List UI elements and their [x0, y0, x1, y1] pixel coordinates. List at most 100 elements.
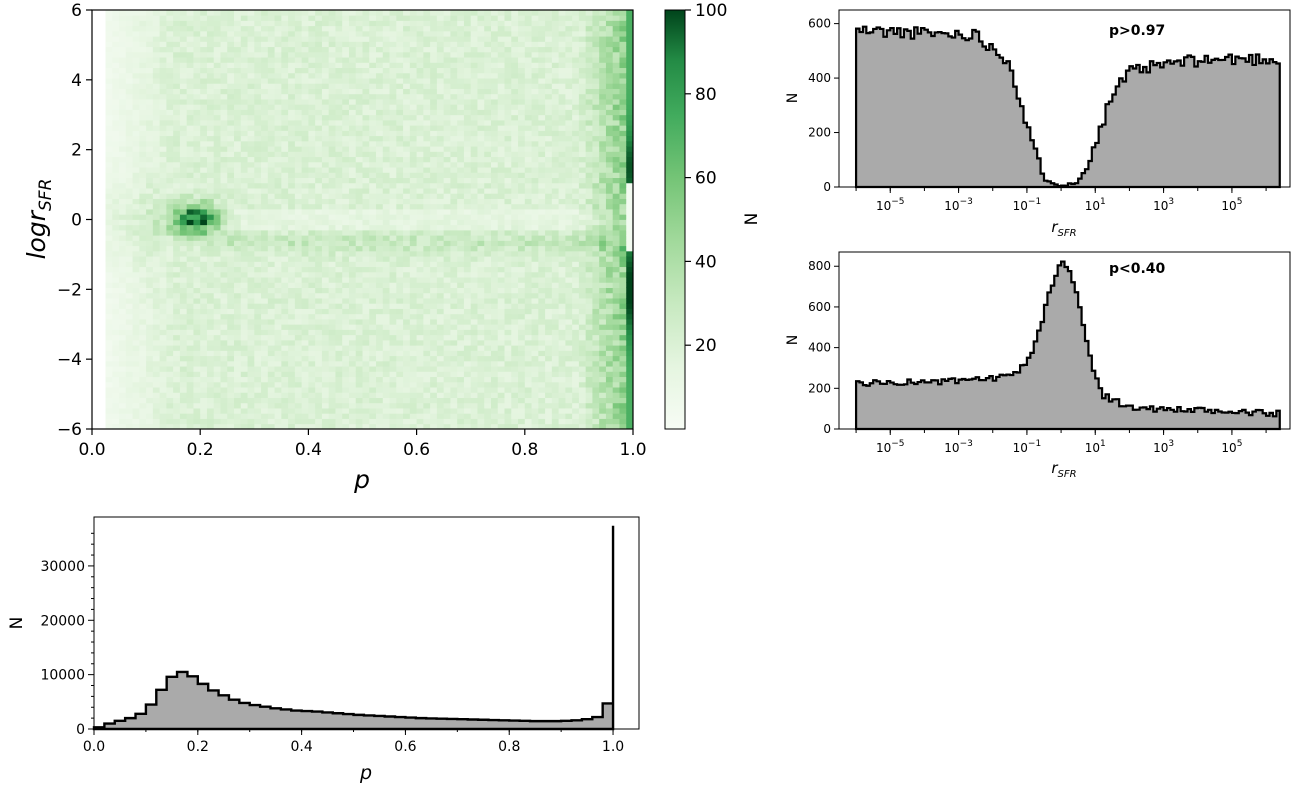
heatmap-cell — [281, 119, 289, 126]
heatmap-cell — [261, 167, 269, 173]
heatmap-cell — [213, 25, 221, 32]
heatmap-cell — [186, 146, 194, 152]
heatmap-cell — [132, 198, 140, 205]
heatmap-cell — [484, 15, 492, 21]
heatmap-cell — [261, 161, 269, 168]
heatmap-cell — [254, 345, 262, 351]
heatmap-cell — [220, 135, 228, 142]
heatmap-cell — [281, 57, 289, 63]
heatmap-cell — [274, 423, 282, 430]
heatmap-cell — [281, 203, 289, 210]
heatmap-cell — [274, 46, 282, 53]
heatmap-cell — [416, 250, 424, 257]
heatmap-cell — [355, 146, 363, 152]
heatmap-cell — [396, 146, 404, 152]
heatmap-cell — [159, 282, 167, 288]
heatmap-cell — [139, 402, 147, 409]
heatmap-cell — [409, 324, 417, 330]
heatmap-cell — [355, 46, 363, 53]
heatmap-cell — [240, 334, 248, 341]
heatmap-cell — [348, 46, 357, 53]
heatmap-cell — [369, 224, 377, 231]
heatmap-cell — [396, 219, 404, 226]
heatmap-cell — [457, 271, 465, 278]
heatmap-cell — [206, 413, 215, 419]
heatmap-cell — [497, 88, 505, 95]
heatmap-cell — [389, 214, 397, 220]
heatmap-cell — [132, 345, 140, 351]
heatmap-cell — [518, 345, 526, 351]
heatmap-cell — [200, 177, 208, 184]
heatmap-cell — [362, 151, 370, 158]
heatmap-cell — [288, 345, 296, 351]
heatmap-cell — [315, 172, 323, 178]
heatmap-cell — [173, 177, 181, 184]
heatmap-cell — [504, 224, 512, 231]
heatmap-cell — [490, 93, 499, 100]
heatmap-cell — [504, 376, 512, 383]
heatmap-cell — [281, 177, 289, 184]
heatmap-cell — [518, 355, 526, 362]
heatmap-cell — [497, 250, 505, 257]
heatmap-cell — [335, 99, 343, 105]
heatmap-cell — [430, 146, 438, 152]
heatmap-cell — [362, 229, 370, 236]
heatmap-cell — [477, 298, 485, 304]
heatmap-cell — [490, 324, 499, 330]
heatmap-cell — [328, 83, 336, 89]
heatmap-cell — [179, 203, 188, 210]
heatmap-cell — [477, 36, 485, 42]
heatmap-cell — [321, 140, 330, 147]
heatmap-cell — [376, 371, 384, 378]
heatmap-cell — [463, 298, 472, 304]
heatmap-cell — [335, 72, 343, 79]
heatmap-cell — [362, 298, 370, 304]
heatmap-cell — [416, 266, 424, 273]
heatmap-cell — [254, 25, 262, 32]
heatmap-cell — [301, 345, 309, 351]
heatmap-cell — [125, 203, 133, 210]
heatmap-cell — [301, 109, 309, 116]
heatmap-cell — [470, 308, 478, 315]
heatmap-cell — [112, 62, 120, 69]
heatmap-cell — [146, 146, 154, 152]
heatmap-cell — [119, 308, 127, 315]
heatmap-cell — [403, 146, 411, 152]
heatmap-cell — [355, 78, 363, 84]
heatmap-cell — [139, 235, 147, 241]
heatmap-cell — [497, 387, 505, 393]
heatmap-cell — [436, 324, 445, 330]
heatmap-cell — [254, 209, 262, 215]
heatmap-cell — [409, 371, 417, 378]
heatmap-cell — [409, 245, 417, 252]
heatmap-cell — [511, 219, 519, 226]
heatmap-cell — [443, 214, 451, 220]
heatmap-cell — [234, 20, 242, 27]
heatmap-cell — [315, 334, 323, 341]
heatmap-cell — [267, 350, 275, 357]
heatmap-cell — [470, 366, 478, 372]
heatmap-cell — [369, 30, 377, 37]
heatmap-cell — [254, 250, 262, 257]
heatmap-cell — [497, 381, 505, 388]
heatmap-cell — [139, 313, 147, 320]
heatmap-cell — [490, 119, 499, 126]
heatmap-cell — [159, 345, 167, 351]
heatmap-cell — [267, 109, 275, 116]
heatmap-cell — [450, 156, 458, 163]
heatmap-cell — [511, 93, 519, 100]
heatmap-cell — [254, 214, 262, 220]
heatmap-cell — [348, 229, 357, 236]
heatmap-cell — [166, 397, 174, 404]
heatmap-cell — [511, 303, 519, 309]
heatmap-cell — [328, 371, 336, 378]
heatmap-cell — [504, 402, 512, 409]
heatmap-cell — [436, 88, 445, 95]
heatmap-cell — [362, 198, 370, 205]
heatmap-cell — [234, 167, 242, 173]
heatmap-cell — [267, 345, 275, 351]
heatmap-cell — [281, 219, 289, 226]
heatmap-cell — [335, 119, 343, 126]
heatmap-cell — [443, 88, 451, 95]
heatmap-cell — [132, 303, 140, 309]
